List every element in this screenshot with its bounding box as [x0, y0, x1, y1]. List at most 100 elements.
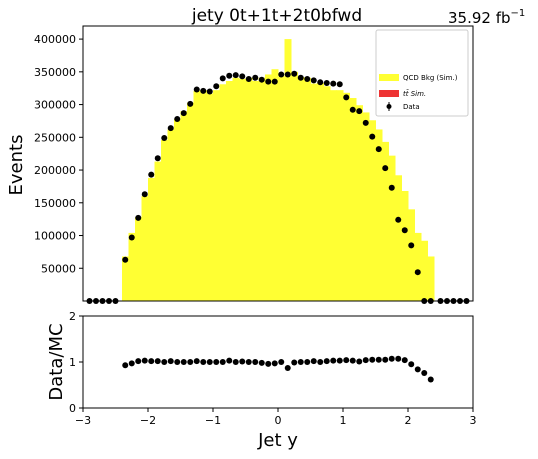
qcd-bar — [343, 92, 350, 302]
ratio-x-tick-label: 2 — [405, 414, 412, 427]
ratio-point — [362, 357, 369, 364]
qcd-bar — [369, 120, 376, 302]
ratio-point — [193, 358, 200, 365]
legend-label-qcd: QCD Bkg (Sim.) — [403, 74, 458, 82]
qcd-bar — [200, 90, 207, 302]
qcd-bar — [362, 112, 370, 301]
ratio-point — [213, 359, 220, 365]
ratio-point — [421, 370, 428, 377]
ratio-point — [180, 359, 187, 365]
qcd-bar — [239, 79, 246, 302]
luminosity-exponent: −1 — [511, 8, 526, 19]
data-point — [375, 146, 382, 153]
ratio-point — [291, 359, 298, 366]
data-point — [284, 71, 291, 78]
qcd-bar — [226, 81, 233, 301]
ratio-x-tick-label: −1 — [205, 414, 221, 427]
ratio-point — [122, 362, 129, 369]
main-y-tick-label: 50000 — [41, 262, 76, 275]
qcd-bar — [213, 90, 220, 302]
ratio-point — [226, 357, 233, 364]
data-point — [232, 72, 239, 79]
ratio-y-tick-label: 1 — [69, 356, 76, 369]
luminosity-value: 35.92 fb — [448, 9, 511, 27]
main-y-tick-label: 350000 — [34, 66, 76, 79]
qcd-bar — [154, 161, 162, 301]
data-point — [343, 94, 350, 101]
data-point — [258, 76, 265, 83]
data-point — [200, 87, 207, 94]
ratio-x-tick-label: −2 — [140, 414, 156, 427]
qcd-bar — [278, 76, 285, 302]
ratio-point — [239, 358, 246, 365]
ratio-point — [258, 359, 265, 366]
data-point — [135, 214, 142, 221]
qcd-bar — [336, 90, 344, 302]
ratio-point — [154, 358, 161, 365]
data-point — [297, 74, 304, 81]
data-point — [349, 106, 356, 113]
qcd-bar — [128, 232, 136, 301]
qcd-bar — [401, 191, 409, 301]
x-axis-label: Jet y — [257, 430, 298, 451]
qcd-bar — [421, 240, 428, 301]
ratio-x-tick-label: −3 — [75, 414, 91, 427]
qcd-bar — [284, 39, 292, 301]
qcd-bar — [174, 118, 181, 301]
ratio-point — [174, 359, 181, 365]
data-point — [304, 76, 311, 83]
qcd-bar — [258, 77, 266, 301]
data-point — [278, 71, 285, 78]
ratio-point — [271, 360, 278, 367]
qcd-bar — [310, 83, 318, 301]
qcd-bar — [414, 232, 422, 301]
data-point — [180, 110, 187, 117]
data-point — [206, 88, 213, 95]
ratio-y-tick-label: 0 — [69, 402, 76, 415]
qcd-bar — [330, 90, 337, 302]
data-point — [141, 191, 148, 198]
ratio-point — [330, 357, 337, 364]
data-point — [395, 216, 402, 223]
data-point — [128, 234, 135, 241]
qcd-bar — [291, 71, 298, 301]
qcd-bar — [408, 209, 415, 301]
data-point — [271, 78, 278, 85]
data-point — [362, 119, 369, 126]
qcd-bar — [427, 256, 435, 301]
ratio-point — [200, 359, 207, 365]
legend: QCD Bkg (Sim.) tt̄ Sim. Data — [375, 29, 469, 117]
qcd-bar — [141, 196, 149, 301]
ratio-plot-area — [83, 316, 473, 408]
ratio-point — [304, 359, 311, 365]
main-frame — [82, 25, 474, 302]
main-y-axis-label: Events — [6, 135, 27, 196]
qcd-bar — [317, 82, 324, 301]
qcd-bar — [323, 86, 331, 301]
qcd-bar — [161, 139, 168, 301]
ratio-point — [408, 361, 415, 368]
ratio-point — [427, 376, 434, 383]
ratio-point — [232, 359, 239, 365]
data-point — [174, 115, 181, 122]
qcd-bar — [135, 217, 142, 301]
data-point — [330, 80, 337, 87]
qcd-bar — [232, 77, 240, 301]
ratio-point — [206, 359, 213, 365]
main-y-tick-label: 200000 — [34, 164, 76, 177]
qcd-bar — [148, 177, 155, 301]
qcd-bar — [245, 77, 253, 301]
qcd-bar — [206, 93, 214, 301]
data-point — [401, 227, 408, 234]
data-point — [122, 256, 129, 263]
data-point — [245, 76, 252, 83]
ratio-point — [284, 364, 291, 371]
ratio-point — [343, 357, 350, 364]
data-point — [323, 79, 330, 86]
ratio-x-tick-label: 0 — [275, 414, 282, 427]
data-point — [408, 242, 415, 249]
data-point — [193, 86, 200, 93]
ratio-point — [128, 360, 135, 367]
ratio-point — [245, 359, 252, 365]
